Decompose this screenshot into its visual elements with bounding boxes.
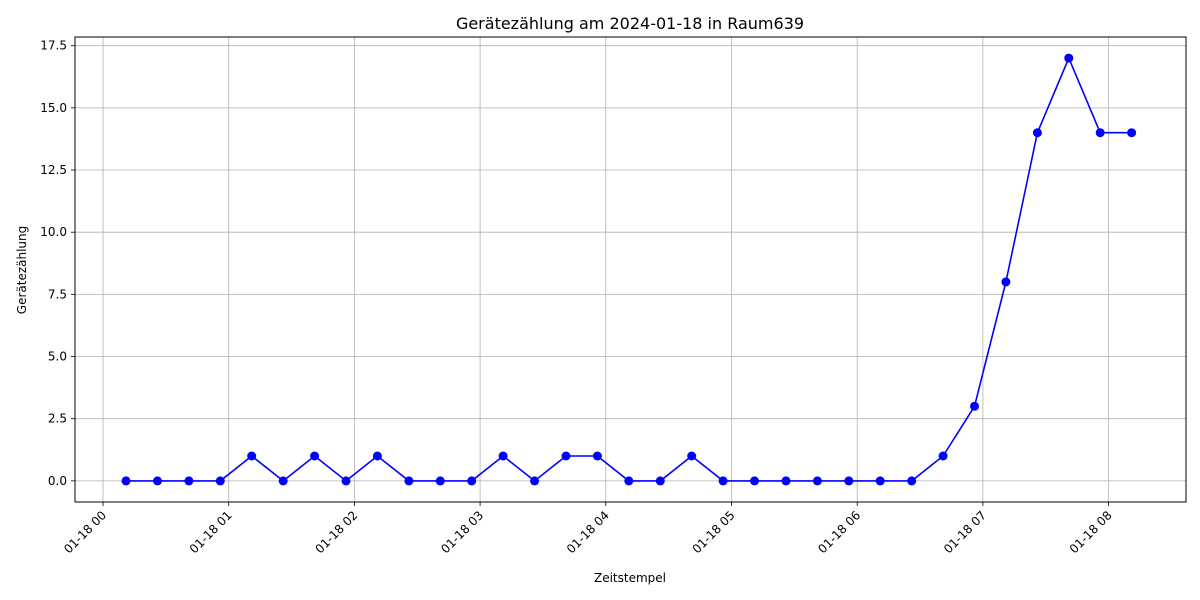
chart-title: Gerätezählung am 2024-01-18 in Raum639 bbox=[456, 14, 804, 33]
data-point bbox=[1127, 128, 1137, 138]
data-point bbox=[498, 451, 508, 461]
data-point bbox=[121, 476, 131, 486]
data-point bbox=[184, 476, 194, 486]
data-point bbox=[1095, 128, 1105, 138]
series-group bbox=[121, 53, 1137, 486]
data-point bbox=[781, 476, 791, 486]
data-point bbox=[624, 476, 634, 486]
data-point bbox=[530, 476, 540, 486]
data-point bbox=[1001, 277, 1011, 287]
data-point bbox=[310, 451, 320, 461]
y-tick-label: 7.5 bbox=[48, 287, 67, 301]
y-tick-label: 15.0 bbox=[40, 101, 67, 115]
y-axis-title: Gerätezählung bbox=[15, 226, 29, 314]
data-point bbox=[215, 476, 225, 486]
data-point bbox=[1064, 53, 1074, 63]
data-point bbox=[875, 476, 885, 486]
data-point bbox=[970, 401, 979, 411]
y-tick-label: 2.5 bbox=[48, 412, 67, 426]
data-point bbox=[247, 451, 257, 461]
data-point bbox=[907, 476, 917, 486]
data-point bbox=[435, 476, 445, 486]
data-point bbox=[718, 476, 728, 486]
data-point bbox=[750, 476, 759, 486]
data-point bbox=[404, 476, 414, 486]
x-axis-title: Zeitstempel bbox=[594, 571, 666, 585]
y-tick-label: 5.0 bbox=[48, 350, 67, 364]
data-point bbox=[592, 451, 602, 461]
y-tick-label: 0.0 bbox=[48, 474, 67, 488]
data-point bbox=[341, 476, 351, 486]
data-point bbox=[1032, 128, 1042, 138]
data-point bbox=[561, 451, 571, 461]
y-axis-ticks: 0.0 2.5 5.0 7.5 10.0 12.5 15.0 17.5 bbox=[40, 39, 75, 488]
data-point bbox=[812, 476, 822, 486]
data-point bbox=[687, 451, 697, 461]
data-point bbox=[372, 451, 382, 461]
data-point bbox=[938, 451, 948, 461]
data-point bbox=[655, 476, 665, 486]
data-point bbox=[278, 476, 288, 486]
y-tick-label: 10.0 bbox=[40, 225, 67, 239]
data-point bbox=[467, 476, 477, 486]
plot-frame bbox=[74, 36, 1187, 503]
data-point bbox=[153, 476, 162, 486]
y-tick-label: 17.5 bbox=[40, 39, 67, 53]
data-point bbox=[844, 476, 854, 486]
y-tick-label: 12.5 bbox=[40, 163, 67, 177]
